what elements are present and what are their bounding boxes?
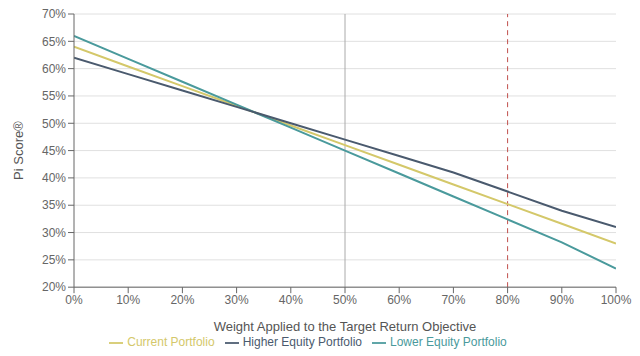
svg-text:20%: 20% <box>42 280 66 294</box>
svg-text:20%: 20% <box>170 293 194 307</box>
svg-text:65%: 65% <box>42 35 66 49</box>
svg-text:50%: 50% <box>42 117 66 131</box>
svg-text:70%: 70% <box>441 293 465 307</box>
html-text:Current Portfolio: Current Portfolio <box>127 335 215 350</box>
svg-text:30%: 30% <box>225 293 249 307</box>
svg-text:80%: 80% <box>496 293 520 307</box>
svg-text:40%: 40% <box>279 293 303 307</box>
svg-text:70%: 70% <box>42 7 66 21</box>
svg-text:45%: 45% <box>42 144 66 158</box>
svg-text:30%: 30% <box>42 226 66 240</box>
svg-text:50%: 50% <box>333 293 357 307</box>
svg-text:90%: 90% <box>550 293 574 307</box>
svg-text:40%: 40% <box>42 171 66 185</box>
svg-text:Weight Applied to the Target R: Weight Applied to the Target Return Obje… <box>214 319 477 334</box>
svg-text:100%: 100% <box>601 293 632 307</box>
svg-text:10%: 10% <box>116 293 140 307</box>
svg-text:Pi Score®: Pi Score® <box>11 121 26 180</box>
svg-text:60%: 60% <box>387 293 411 307</box>
html-text:Lower Equity Portfolio: Lower Equity Portfolio <box>390 335 507 350</box>
svg-text:55%: 55% <box>42 89 66 103</box>
svg-text:60%: 60% <box>42 62 66 76</box>
svg-text:35%: 35% <box>42 198 66 212</box>
svg-text:0%: 0% <box>65 293 83 307</box>
html-text:Higher Equity Portfolio: Higher Equity Portfolio <box>242 335 362 350</box>
svg-text:25%: 25% <box>42 253 66 267</box>
